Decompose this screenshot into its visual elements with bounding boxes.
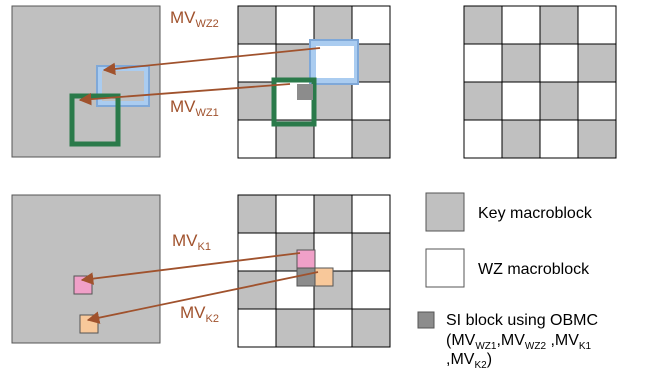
wz-macroblock xyxy=(351,270,391,310)
key-macroblock xyxy=(501,119,541,159)
wz-macroblock xyxy=(463,43,503,83)
wz-macroblock xyxy=(539,119,579,159)
wz-macroblock xyxy=(313,119,353,159)
wz-macroblock xyxy=(237,232,277,272)
mv-wz2-arrow xyxy=(102,47,321,76)
wz-block-highlight-green xyxy=(271,77,317,127)
wz-macroblock xyxy=(577,81,617,121)
key-macroblock xyxy=(237,270,277,310)
legend-si-line1: SI block using OBMC xyxy=(446,312,598,329)
wz-macroblock xyxy=(539,43,579,83)
key-macroblock xyxy=(463,81,503,121)
mv-k1-arrow xyxy=(80,252,301,285)
key-macroblock xyxy=(237,5,277,45)
mv-k1-label: MVK1 xyxy=(172,231,211,253)
mv-wz1-label: MVWZ1 xyxy=(170,97,219,119)
wz-block-highlight-blue-inner xyxy=(316,46,354,78)
wz-macroblock xyxy=(351,194,391,234)
wz-macroblock xyxy=(237,119,277,159)
key-macroblock xyxy=(237,194,277,234)
legend-key-label: Key macroblock xyxy=(478,205,593,222)
key-macroblock xyxy=(313,194,353,234)
key-macroblock xyxy=(313,81,353,121)
legend-si-line3: ,MVK2) xyxy=(446,351,492,371)
key-macroblock xyxy=(351,308,391,348)
key-macroblock xyxy=(539,5,579,45)
checkerboard-top-right xyxy=(463,5,617,159)
legend-wz-swatch xyxy=(425,248,465,288)
si-block-bottom xyxy=(296,267,316,287)
key-block-peach xyxy=(314,267,334,287)
wz-macroblock xyxy=(351,81,391,121)
wz-macroblock xyxy=(275,5,315,45)
mv-wz2-label: MVWZ2 xyxy=(170,8,219,30)
wz-macroblock xyxy=(275,194,315,234)
mv-k2-arrow xyxy=(86,271,319,324)
si-block-top xyxy=(297,84,313,100)
wz-macroblock xyxy=(237,308,277,348)
legend-key-swatch xyxy=(425,192,465,232)
wz-macroblock xyxy=(237,43,277,83)
checkerboard-top-middle xyxy=(237,5,391,159)
wz-macroblock xyxy=(501,5,541,45)
wz-macroblock xyxy=(501,81,541,121)
key-macroblock xyxy=(577,119,617,159)
mv-wz1-arrow xyxy=(78,83,291,106)
key-macroblock xyxy=(501,43,541,83)
key-macroblock xyxy=(351,232,391,272)
wz-macroblock xyxy=(313,308,353,348)
wz-macroblock xyxy=(577,5,617,45)
legend-si-line2: (MVWZ1,MVWZ2 ,MVK1 xyxy=(446,332,592,352)
key-macroblock xyxy=(539,81,579,121)
key-macroblock xyxy=(351,119,391,159)
key-macroblock xyxy=(313,5,353,45)
wz-macroblock xyxy=(351,5,391,45)
key-macroblock xyxy=(463,5,503,45)
legend-wz-label: WZ macroblock xyxy=(478,261,590,278)
wz-macroblock xyxy=(313,232,353,272)
wz-macroblock xyxy=(463,119,503,159)
key-macroblock xyxy=(275,308,315,348)
mv-k2-label: MVK2 xyxy=(180,303,219,325)
ref-block-wz1 xyxy=(69,93,121,147)
checkerboard-bottom-middle xyxy=(237,194,391,348)
key-macroblock xyxy=(577,43,617,83)
legend-si-swatch xyxy=(417,311,435,329)
